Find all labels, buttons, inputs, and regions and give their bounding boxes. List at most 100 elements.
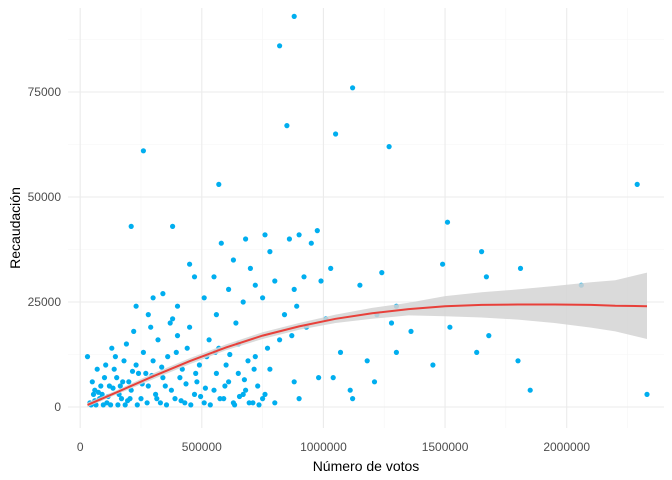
data-point: [256, 402, 262, 408]
data-point: [213, 312, 219, 318]
data-point: [211, 387, 217, 393]
data-point: [264, 345, 271, 351]
data-point: [291, 13, 297, 19]
data-point: [114, 375, 120, 381]
data-points: [84, 13, 650, 408]
smooth-line-path: [87, 303, 648, 406]
data-point: [277, 43, 283, 49]
data-point: [479, 249, 485, 255]
data-point: [201, 295, 207, 301]
data-point: [252, 282, 258, 288]
data-point: [430, 362, 436, 368]
data-point: [527, 387, 533, 393]
data-point: [251, 366, 257, 372]
data-point: [267, 249, 273, 255]
data-point: [296, 396, 302, 402]
data-point: [357, 282, 363, 288]
data-point: [160, 291, 166, 297]
data-point: [103, 362, 109, 368]
data-point: [388, 320, 395, 326]
data-point: [173, 349, 179, 355]
data-point: [131, 328, 137, 334]
data-point: [233, 320, 239, 326]
data-point: [277, 337, 283, 343]
data-point: [118, 396, 125, 402]
x-tick-label: 2000000: [543, 440, 590, 454]
data-point: [250, 400, 256, 406]
data-point: [120, 379, 126, 385]
data-point: [179, 366, 185, 372]
data-point: [188, 402, 194, 408]
data-point: [178, 398, 184, 404]
data-point: [213, 370, 219, 376]
data-point: [235, 370, 241, 376]
data-point: [243, 387, 249, 393]
data-point: [241, 377, 247, 383]
data-point: [318, 278, 324, 284]
data-point: [84, 354, 91, 360]
data-point: [211, 274, 217, 280]
data-point: [223, 362, 229, 368]
data-point: [129, 368, 136, 374]
data-point: [191, 391, 198, 397]
data-point: [440, 261, 446, 267]
data-point: [187, 261, 193, 267]
data-point: [644, 391, 650, 397]
grid: [68, 8, 664, 428]
data-point: [115, 402, 121, 408]
data-point: [177, 375, 183, 381]
data-point: [140, 148, 146, 154]
data-point: [110, 385, 116, 391]
data-point: [281, 312, 288, 318]
data-point: [301, 274, 307, 280]
data-point: [316, 375, 322, 381]
data-point: [634, 181, 640, 187]
data-point: [379, 270, 385, 276]
data-point: [170, 316, 176, 322]
data-point: [202, 385, 208, 391]
y-tick-label: 75000: [28, 85, 62, 99]
data-point: [386, 144, 392, 150]
data-point: [144, 400, 150, 406]
data-point: [187, 324, 193, 330]
data-point: [246, 400, 252, 406]
smooth-line: [87, 303, 648, 406]
data-point: [174, 303, 181, 309]
data-point: [286, 236, 292, 242]
x-axis-ticks: 0 500000 1000000 1500000 2000000: [77, 440, 591, 454]
data-point: [121, 358, 127, 364]
data-point: [157, 400, 163, 406]
data-point: [95, 389, 101, 395]
data-point: [222, 383, 228, 389]
data-point: [109, 345, 115, 351]
data-point: [350, 85, 356, 91]
data-point: [328, 265, 334, 271]
data-point: [194, 379, 200, 385]
data-point: [260, 396, 266, 402]
data-point: [289, 333, 295, 339]
data-point: [108, 402, 114, 408]
data-point: [198, 393, 204, 400]
data-point: [207, 402, 213, 408]
data-point: [90, 391, 97, 397]
data-point: [138, 396, 144, 402]
data-point: [291, 286, 297, 292]
y-tick-label: 50000: [28, 190, 62, 204]
confidence-band-area: [87, 272, 647, 407]
x-tick-label: 1000000: [300, 440, 347, 454]
data-point: [145, 312, 151, 318]
data-point: [262, 232, 268, 238]
data-point: [117, 383, 123, 389]
y-tick-label: 0: [54, 400, 61, 414]
data-point: [168, 387, 174, 393]
data-point: [128, 223, 134, 229]
data-point: [483, 274, 489, 280]
data-point: [218, 240, 224, 246]
confidence-band: [87, 272, 647, 407]
data-point: [291, 379, 297, 385]
data-point: [155, 337, 161, 343]
data-point: [364, 358, 370, 364]
data-point: [167, 320, 173, 326]
data-point: [184, 345, 190, 351]
data-point: [160, 375, 166, 381]
